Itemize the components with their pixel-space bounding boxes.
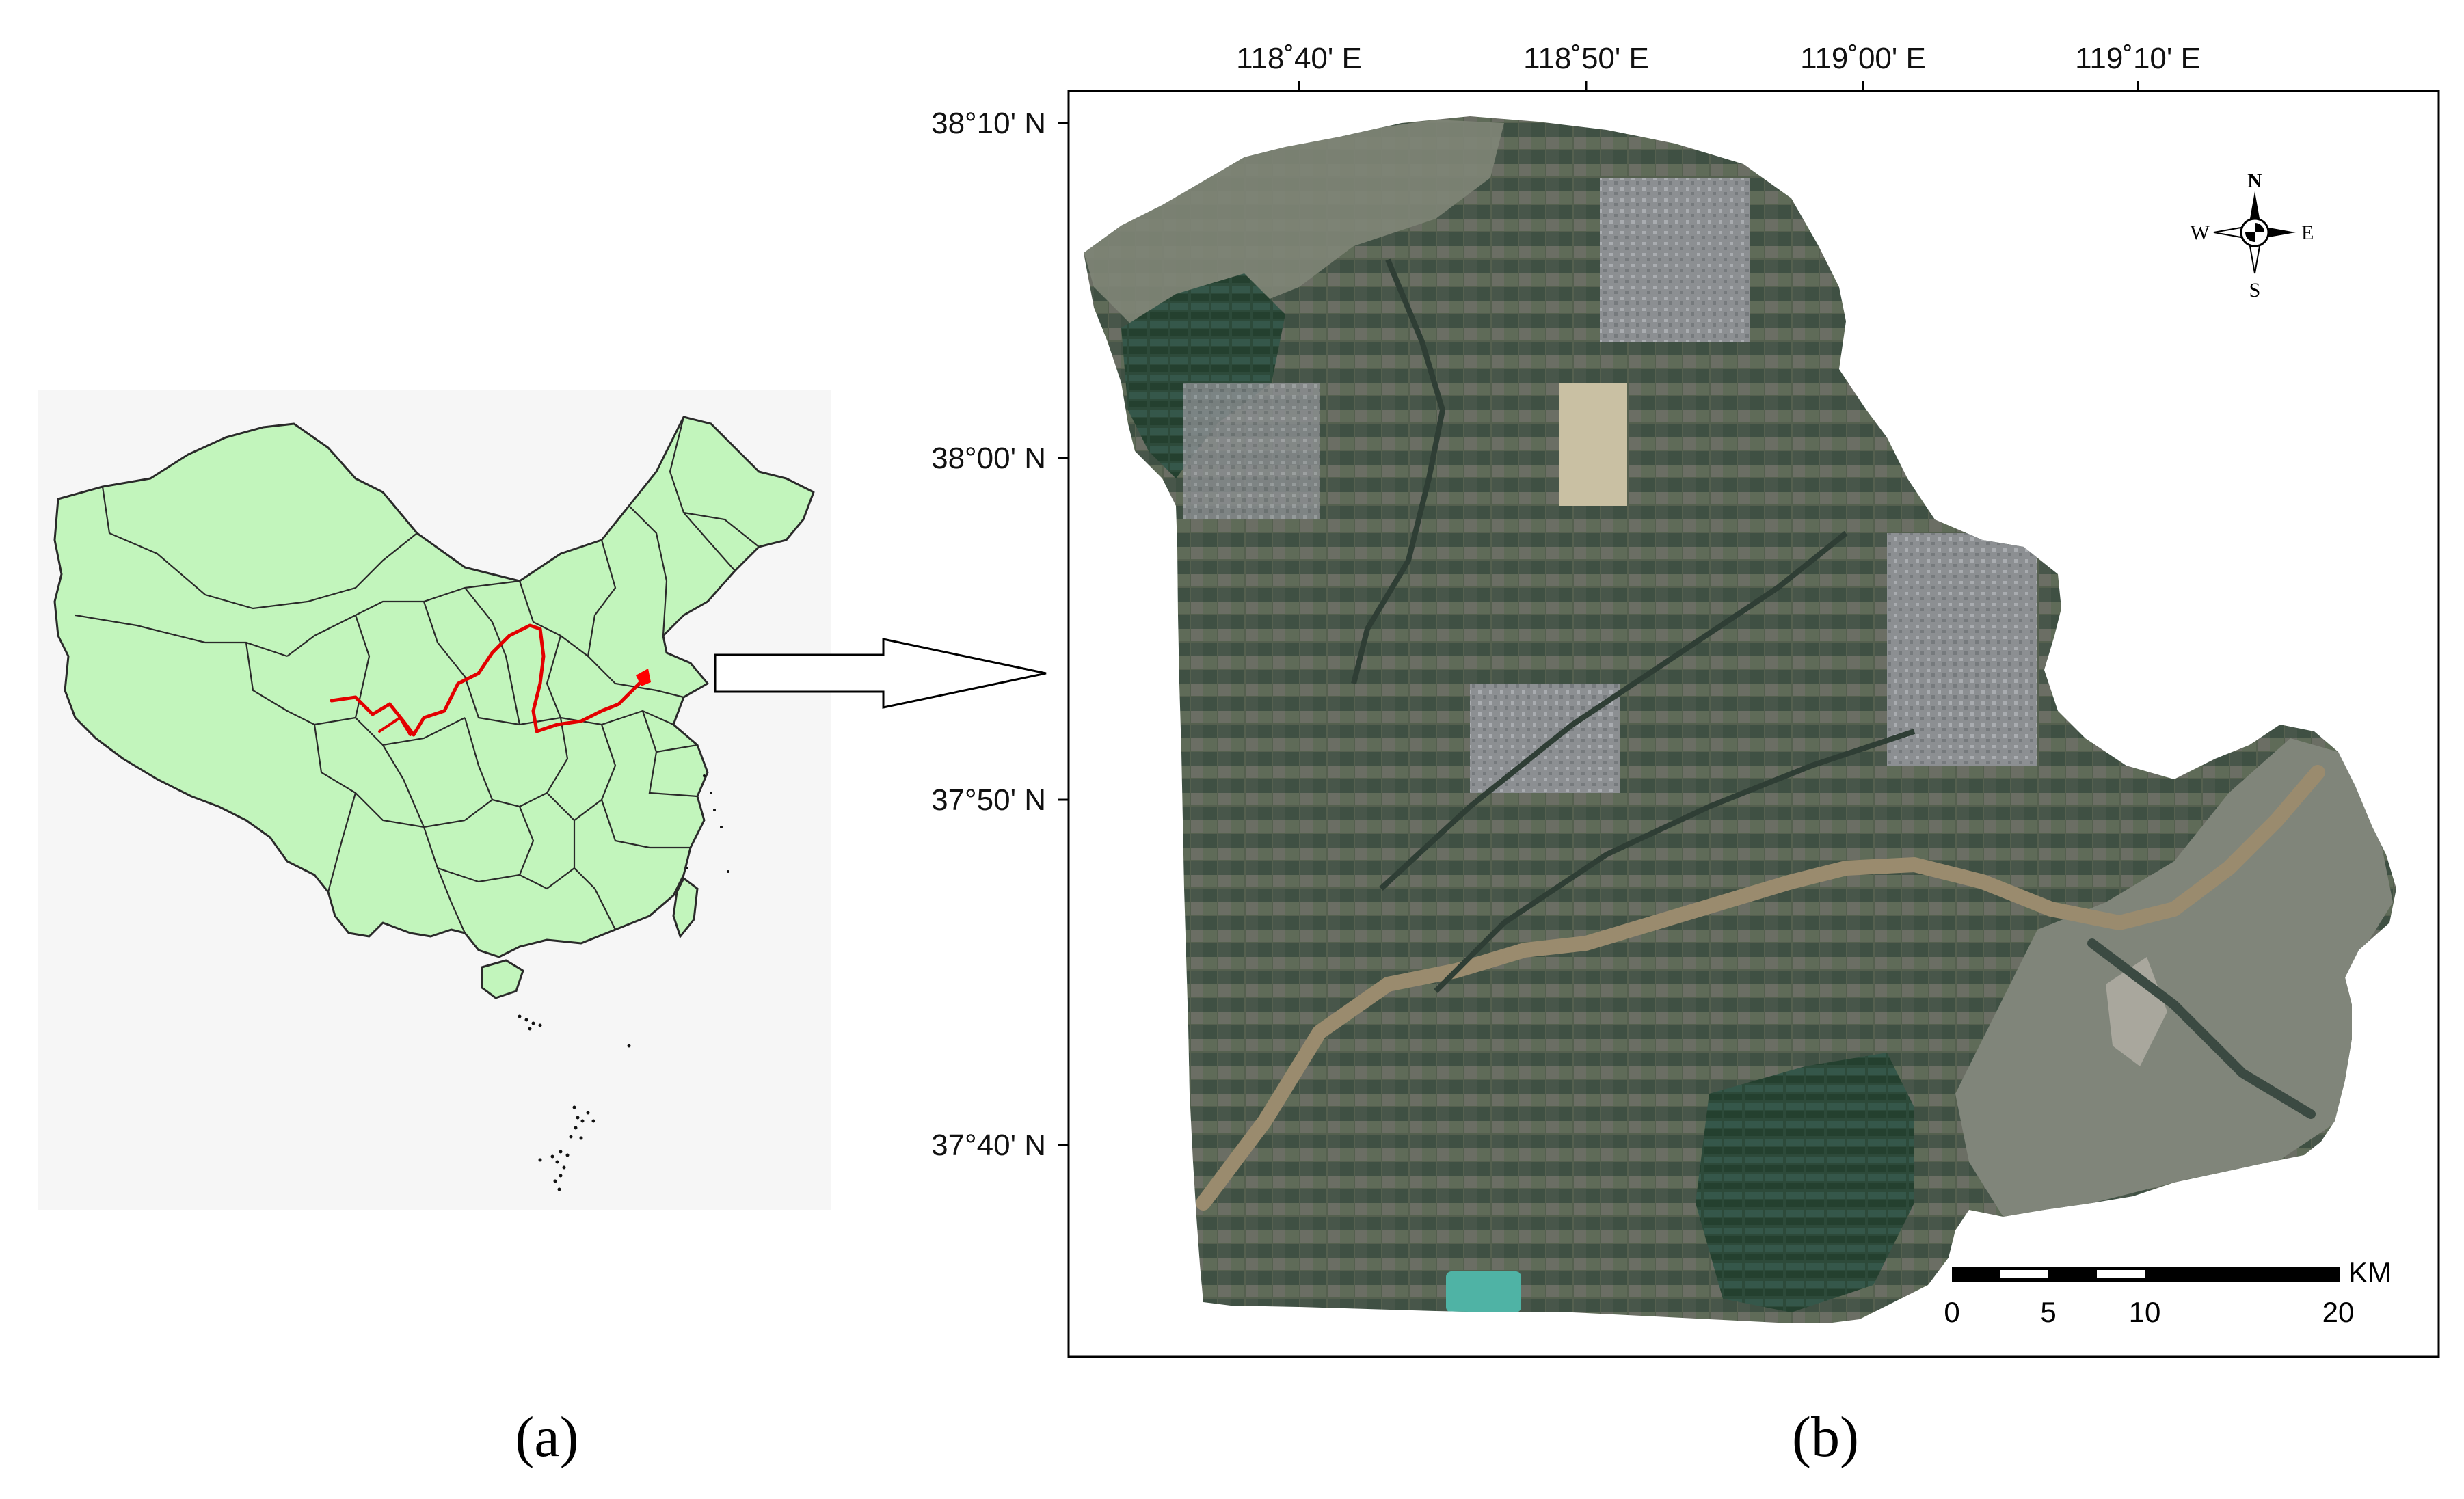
compass-label-north: N [2247, 170, 2262, 192]
coastal-islands [686, 774, 729, 873]
scale-bar: KM 0 5 10 20 [1944, 1256, 2392, 1328]
china-mainland-outline [53, 416, 815, 958]
urban-area-east [1887, 533, 2037, 766]
yellow-river-old-channel [2087, 938, 2316, 1119]
longitude-label-3: 119˚00' E [1800, 42, 1926, 75]
latitude-label-3: 37°50' N [931, 783, 1046, 817]
arrow-right [714, 638, 1047, 709]
scale-label-0: 0 [1944, 1296, 1959, 1328]
latitude-ticks [1058, 122, 1069, 1146]
scale-bar-segment-4 [2097, 1270, 2145, 1278]
scale-label-10: 10 [2129, 1296, 2161, 1328]
longitude-label-2: 118˚50' E [1523, 42, 1649, 75]
compass-label-east: E [2301, 221, 2314, 244]
urban-area-west [1183, 383, 1320, 519]
compass-quadrant-ne [2255, 223, 2264, 232]
panel-a: (a) [38, 390, 831, 1469]
panel-a-caption: (a) [515, 1405, 578, 1469]
salt-field [1559, 383, 1627, 506]
yellow-river-channel [1196, 765, 2325, 1211]
longitude-label-4: 119˚10' E [2075, 42, 2201, 75]
aquaculture-ponds-south [1696, 1053, 1914, 1312]
panel-b: 118˚40' E 118˚50' E 119˚00' E 119˚10' E … [931, 42, 2440, 1469]
compass-label-south: S [2249, 279, 2261, 301]
south-sea-islands [518, 1014, 631, 1191]
latitude-label-1: 38°10' N [931, 107, 1046, 140]
aquaculture-ponds-northwest [1121, 273, 1285, 478]
compass-north-point [2249, 191, 2261, 226]
study-area-marker [636, 669, 651, 686]
yellow-river-tributary [378, 716, 412, 736]
canals [1351, 258, 1916, 993]
compass-label-west: W [2191, 221, 2210, 244]
reservoir [1446, 1271, 1521, 1312]
longitude-label-1: 118˚40' E [1236, 42, 1362, 75]
scale-bar-unit: KM [2348, 1256, 2392, 1288]
scale-bar-segment-2 [2000, 1270, 2048, 1278]
scale-bar-base [1952, 1267, 2340, 1282]
scale-label-5: 5 [2040, 1296, 2056, 1328]
latitude-label-2: 38°00' N [931, 442, 1046, 475]
longitude-ticks [1298, 81, 2139, 91]
scale-label-20: 20 [2322, 1296, 2355, 1328]
urban-area-central [1470, 684, 1620, 793]
latitude-label-4: 37°40' N [931, 1129, 1046, 1162]
north-arrow-compass: N S E W [2191, 170, 2314, 301]
urban-area-north [1600, 178, 1750, 342]
taiwan-island [672, 876, 699, 939]
compass-quadrant-sw [2245, 232, 2255, 242]
panel-b-caption: (b) [1792, 1405, 1859, 1469]
provincial-boundaries [75, 416, 760, 934]
hainan-island [481, 959, 524, 999]
compass-east-point [2261, 226, 2296, 239]
